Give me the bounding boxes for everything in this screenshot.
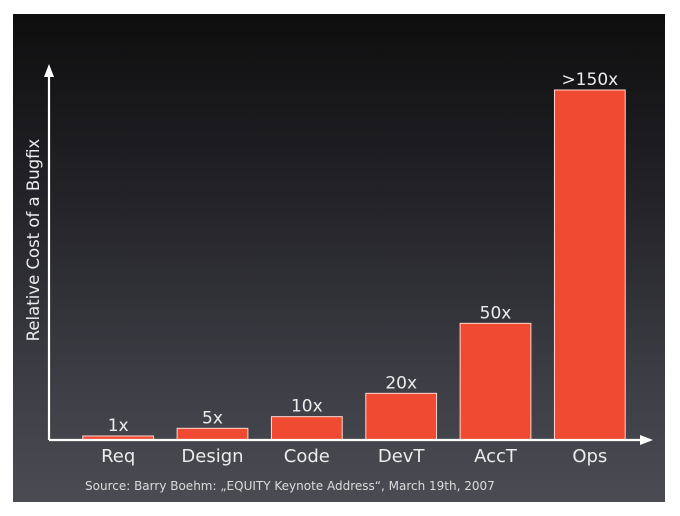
source-caption: Source: Barry Boehm: „EQUITY Keynote Add… bbox=[85, 479, 495, 493]
x-tick-label-devt: DevT bbox=[378, 446, 426, 467]
bar-chart: 1x 5x 10x 20x 50x >150x Req Design Code DevT AccT… bbox=[24, 64, 653, 493]
bars-group bbox=[82, 89, 626, 441]
data-labels-group: 1x 5x 10x 20x 50x >150x bbox=[108, 70, 618, 436]
data-label-req: 1x bbox=[108, 416, 129, 436]
x-tick-label-design: Design bbox=[181, 446, 243, 467]
x-tick-label-code: Code bbox=[284, 446, 330, 467]
x-tick-label-req: Req bbox=[101, 446, 135, 467]
bar-devt bbox=[365, 392, 438, 441]
x-tick-label-acct: AccT bbox=[474, 446, 518, 467]
chart-slide: 1x 5x 10x 20x 50x >150x Req Design Code DevT AccT… bbox=[13, 14, 665, 502]
data-label-acct: 50x bbox=[480, 303, 512, 323]
x-tick-label-ops: Ops bbox=[572, 446, 607, 467]
x-tick-labels-group: Req Design Code DevT AccT Ops bbox=[101, 446, 607, 467]
data-label-code: 10x bbox=[291, 397, 323, 417]
y-axis-label: Relative Cost of a Bugfix bbox=[24, 138, 43, 341]
bar-design bbox=[176, 427, 249, 441]
data-label-devt: 20x bbox=[385, 373, 417, 393]
y-axis-arrowhead bbox=[44, 64, 54, 77]
bar-ops bbox=[553, 89, 626, 441]
data-label-design: 5x bbox=[202, 408, 223, 428]
x-axis-arrowhead bbox=[640, 435, 653, 445]
bar-code bbox=[270, 416, 343, 441]
bar-acct bbox=[459, 322, 532, 441]
data-label-ops: >150x bbox=[561, 70, 618, 90]
